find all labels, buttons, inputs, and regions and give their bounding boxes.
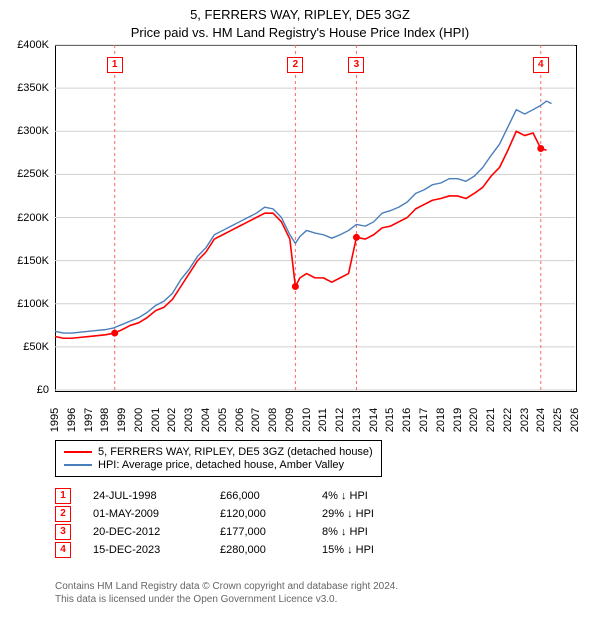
x-axis-label: 2006 [234,408,246,432]
x-axis-label: 2026 [569,408,581,432]
legend: 5, FERRERS WAY, RIPLEY, DE5 3GZ (detache… [55,440,382,477]
x-axis-label: 2001 [150,408,162,432]
transaction-delta: 29% ↓ HPI [322,508,412,520]
y-axis-label: £0 [0,384,49,396]
x-axis-label: 2012 [334,408,346,432]
transaction-price: £177,000 [220,526,300,538]
transaction-date: 20-DEC-2012 [93,526,198,538]
footer: Contains HM Land Registry data © Crown c… [55,580,398,606]
marker-badge: 4 [533,57,549,73]
y-axis-label: £250K [0,168,49,180]
transaction-badge: 1 [55,488,71,504]
transaction-row: 2 01-MAY-2009 £120,000 29% ↓ HPI [55,506,412,522]
x-axis-label: 2005 [217,408,229,432]
x-axis-label: 2022 [502,408,514,432]
x-axis-label: 2011 [317,408,329,432]
x-axis-label: 2008 [267,408,279,432]
x-axis-label: 2000 [133,408,145,432]
x-axis-label: 2015 [384,408,396,432]
y-axis-label: £50K [0,341,49,353]
marker-badge: 2 [287,57,303,73]
x-axis-label: 2010 [301,408,313,432]
x-axis-label: 2017 [418,408,430,432]
legend-swatch-hpi [64,464,92,466]
transaction-date: 24-JUL-1998 [93,490,198,502]
transaction-date: 01-MAY-2009 [93,508,198,520]
y-axis-label: £100K [0,298,49,310]
y-axis-label: £300K [0,125,49,137]
x-axis-label: 2007 [250,408,262,432]
transaction-price: £280,000 [220,544,300,556]
footer-line-1: Contains HM Land Registry data © Crown c… [55,580,398,593]
x-axis-label: 2004 [200,408,212,432]
x-axis-label: 1995 [49,408,61,432]
y-axis-label: £400K [0,39,49,51]
transaction-date: 15-DEC-2023 [93,544,198,556]
marker-badge: 3 [348,57,364,73]
x-axis-label: 2002 [166,408,178,432]
legend-row-hpi: HPI: Average price, detached house, Ambe… [64,459,373,471]
x-axis-label: 2009 [284,408,296,432]
transaction-badge: 4 [55,542,71,558]
transaction-badge: 3 [55,524,71,540]
legend-row-property: 5, FERRERS WAY, RIPLEY, DE5 3GZ (detache… [64,446,373,458]
transactions-table: 1 24-JUL-1998 £66,000 4% ↓ HPI 2 01-MAY-2009 £… [55,486,412,560]
x-axis-label: 2023 [519,408,531,432]
x-axis-label: 2003 [183,408,195,432]
transaction-delta: 15% ↓ HPI [322,544,412,556]
x-axis-label: 1997 [83,408,95,432]
transaction-price: £66,000 [220,490,300,502]
transaction-row: 4 15-DEC-2023 £280,000 15% ↓ HPI [55,542,412,558]
x-axis-label: 2020 [468,408,480,432]
x-axis-label: 2013 [351,408,363,432]
transaction-delta: 4% ↓ HPI [322,490,412,502]
legend-swatch-property [64,451,92,453]
x-axis-label: 1999 [116,408,128,432]
y-axis-label: £350K [0,82,49,94]
x-axis-label: 1996 [66,408,78,432]
y-axis-label: £200K [0,212,49,224]
legend-label-hpi: HPI: Average price, detached house, Ambe… [98,459,344,471]
transaction-row: 3 20-DEC-2012 £177,000 8% ↓ HPI [55,524,412,540]
marker-badge: 1 [107,57,123,73]
x-axis-label: 2018 [435,408,447,432]
x-axis-label: 2016 [401,408,413,432]
x-axis-label: 2024 [535,408,547,432]
y-axis-label: £150K [0,255,49,267]
transaction-delta: 8% ↓ HPI [322,526,412,538]
transaction-row: 1 24-JUL-1998 £66,000 4% ↓ HPI [55,488,412,504]
transaction-price: £120,000 [220,508,300,520]
x-axis-label: 2019 [452,408,464,432]
footer-line-2: This data is licensed under the Open Gov… [55,593,398,606]
x-axis-label: 2021 [485,408,497,432]
x-axis-label: 2014 [368,408,380,432]
x-axis-label: 2025 [552,408,564,432]
x-axis-label: 1998 [99,408,111,432]
transaction-badge: 2 [55,506,71,522]
legend-label-property: 5, FERRERS WAY, RIPLEY, DE5 3GZ (detache… [98,446,373,458]
